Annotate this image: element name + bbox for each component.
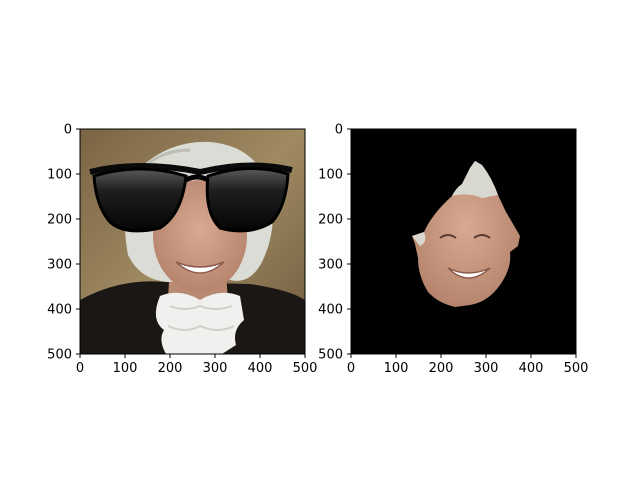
right-image bbox=[351, 129, 576, 354]
right-y-tick-label: 0 bbox=[335, 123, 343, 138]
right-x-tick-label: 0 bbox=[347, 361, 355, 376]
left-y-tick-label: 500 bbox=[47, 348, 72, 363]
left-x-tick-label: 500 bbox=[293, 361, 318, 376]
right-x-tick-label: 400 bbox=[519, 361, 544, 376]
right-axis-ticks: 0 100 200 300 400 500 0 100 200 300 400 500 bbox=[318, 123, 588, 377]
left-axes: 0 100 200 300 400 500 0 100 200 300 400 500 bbox=[47, 123, 317, 377]
left-y-tick-label: 300 bbox=[47, 258, 72, 273]
left-x-tick-label: 0 bbox=[76, 361, 84, 376]
right-axes: 0 100 200 300 400 500 0 100 200 300 400 500 bbox=[318, 123, 588, 377]
left-axes-frame bbox=[79, 128, 306, 355]
right-y-tick-label: 400 bbox=[318, 303, 343, 318]
left-x-tick-label: 200 bbox=[158, 361, 183, 376]
left-image bbox=[80, 129, 305, 354]
right-y-tick-label: 100 bbox=[318, 168, 343, 183]
right-axes-frame bbox=[350, 128, 577, 355]
right-x-tick-label: 500 bbox=[564, 361, 589, 376]
left-x-tick-label: 400 bbox=[248, 361, 273, 376]
right-y-tick-label: 300 bbox=[318, 258, 343, 273]
left-x-tick-label: 300 bbox=[203, 361, 228, 376]
left-y-tick-label: 0 bbox=[64, 123, 72, 138]
left-y-tick-label: 200 bbox=[47, 213, 72, 228]
left-x-tick-label: 100 bbox=[113, 361, 138, 376]
right-y-tick-label: 200 bbox=[318, 213, 343, 228]
right-x-tick-label: 200 bbox=[429, 361, 454, 376]
left-y-tick-label: 400 bbox=[47, 303, 72, 318]
left-y-tick-label: 100 bbox=[47, 168, 72, 183]
right-y-tick-label: 500 bbox=[318, 348, 343, 363]
right-x-tick-label: 100 bbox=[384, 361, 409, 376]
left-axis-ticks: 0 100 200 300 400 500 0 100 200 300 400 500 bbox=[47, 123, 317, 377]
right-x-tick-label: 300 bbox=[474, 361, 499, 376]
